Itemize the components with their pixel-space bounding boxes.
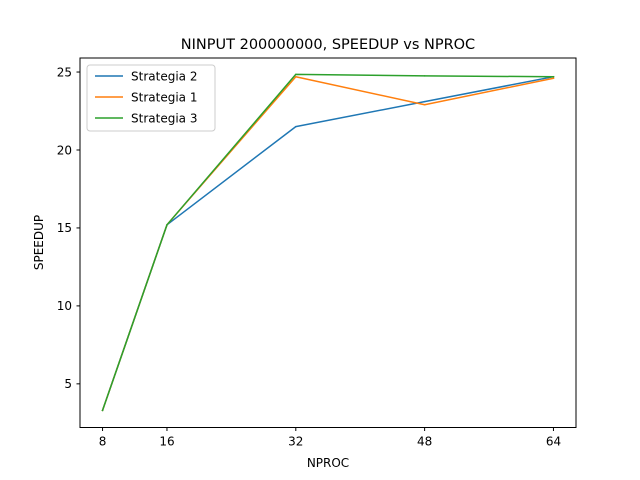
x-tick-label: 64 — [546, 435, 561, 449]
y-tick-label: 5 — [64, 377, 72, 391]
x-tick-label: 48 — [417, 435, 432, 449]
data-point — [166, 224, 168, 226]
legend: Strategia 2 Strategia 1 Strategia 3 — [86, 64, 216, 132]
data-point — [423, 75, 426, 77]
y-tick-label: 20 — [57, 143, 72, 157]
data-point — [295, 75, 297, 78]
x-axis-label: NPROC — [307, 456, 349, 470]
legend-label: Strategia 2 — [131, 69, 197, 83]
y-axis-label: SPEEDUP — [32, 215, 46, 270]
legend-label: Strategia 3 — [131, 111, 197, 125]
plot-frame — [79, 57, 577, 428]
legend-label: Strategia 1 — [131, 90, 197, 104]
chart-title: NINPUT 200000000, SPEEDUP vs NPROC — [181, 37, 475, 53]
data-point — [552, 75, 555, 78]
y-tick-label: 25 — [57, 65, 72, 79]
x-tick-label: 32 — [288, 435, 303, 449]
data-point — [295, 125, 297, 128]
y-axis: 5 10 15 20 25 — [57, 65, 80, 391]
data-point — [423, 100, 426, 103]
data-point — [101, 409, 104, 412]
y-tick-label: 10 — [57, 299, 72, 313]
data-point — [423, 104, 426, 106]
data-point — [295, 73, 297, 76]
x-axis: 8 16 32 48 64 — [99, 427, 561, 449]
x-tick-label: 8 — [99, 435, 107, 449]
y-tick-label: 15 — [57, 221, 72, 235]
series-layer — [101, 73, 555, 412]
data-point — [552, 77, 555, 80]
legend-box — [86, 64, 216, 132]
x-tick-label: 16 — [159, 435, 174, 449]
